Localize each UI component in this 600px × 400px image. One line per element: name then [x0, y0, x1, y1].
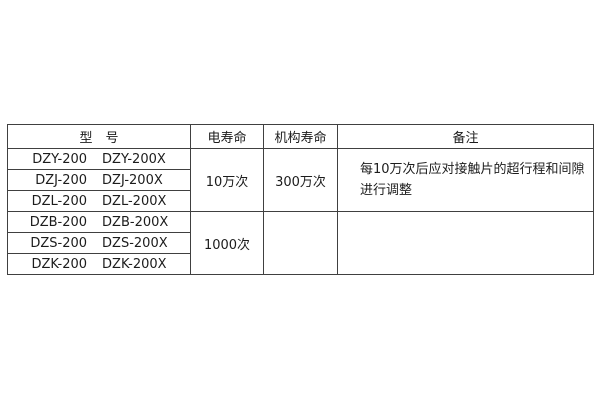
model-value: DZS-200X [102, 235, 168, 251]
model-cell-dzb: DZB-200 DZB-200X [7, 211, 191, 233]
remarks-group-1: 每10万次后应对接触片的超行程和间隙 进行调整 [337, 148, 594, 212]
remark-line: 每10万次后应对接触片的超行程和间隙 [360, 162, 585, 177]
mechanism-life-group-2 [263, 211, 338, 275]
model-cell-dzl: DZL-200 DZL-200X [7, 190, 191, 212]
model-value: DZY-200 [32, 151, 88, 167]
mechanism-life-group-1: 300万次 [263, 148, 338, 212]
table-row: DZL-200 DZL-200X [7, 190, 594, 212]
table-row: DZJ-200 DZJ-200X [7, 169, 594, 191]
header-electrical-life: 电寿命 [190, 124, 264, 149]
model-value: DZJ-200X [102, 172, 163, 188]
table-row: DZY-200 DZY-200X 10万次 300万次 每10万次后应对接触片的超… [7, 148, 594, 212]
model-cell-dzy: DZY-200 DZY-200X [7, 148, 191, 170]
table-row: DZS-200 DZS-200X [7, 232, 594, 254]
header-row: 型 号 电寿命 机构寿命 备注 [7, 124, 594, 149]
model-value: DZJ-200 [35, 172, 88, 188]
model-value: DZY-200X [102, 151, 166, 167]
model-cell-dzk: DZK-200 DZK-200X [7, 253, 191, 275]
spec-table: 型 号 电寿命 机构寿命 备注 DZY-200 DZY-200X 10万次 300… [7, 124, 594, 275]
header-remarks: 备注 [337, 124, 594, 149]
model-value: DZB-200X [102, 214, 169, 230]
model-cell-dzs: DZS-200 DZS-200X [7, 232, 191, 254]
model-value: DZL-200 [31, 193, 88, 209]
electrical-life-group-2: 1000次 [190, 211, 264, 275]
model-value: DZK-200X [102, 256, 167, 272]
header-model: 型 号 [7, 124, 191, 149]
table-row: DZB-200 DZB-200X 1000次 [7, 211, 594, 275]
model-value: DZL-200X [102, 193, 167, 209]
remarks-group-2 [337, 211, 594, 275]
header-mechanism-life: 机构寿命 [263, 124, 338, 149]
remark-line: 进行调整 [360, 183, 413, 198]
model-value: DZK-200 [31, 256, 88, 272]
model-cell-dzj: DZJ-200 DZJ-200X [7, 169, 191, 191]
model-value: DZS-200 [30, 235, 88, 251]
table-row: DZK-200 DZK-200X [7, 253, 594, 275]
electrical-life-group-1: 10万次 [190, 148, 264, 212]
model-value: DZB-200 [29, 214, 88, 230]
